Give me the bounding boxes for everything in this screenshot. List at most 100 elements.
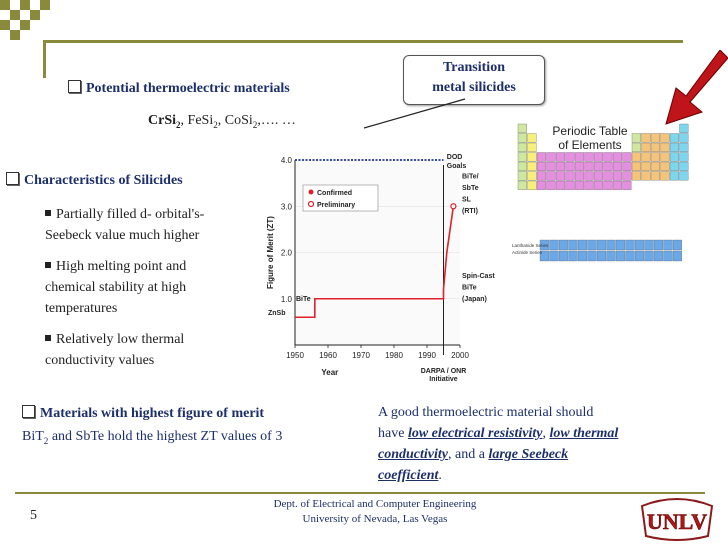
element-cell [593, 152, 603, 162]
square-bullet-icon [45, 335, 51, 341]
element-cell [517, 152, 527, 162]
square-bullet-icon [45, 262, 51, 268]
goal-label: DOD [447, 154, 463, 161]
merit-heading: Materials with highest figure of merit [22, 405, 264, 422]
element-cell [650, 142, 660, 152]
element-cell [660, 152, 670, 162]
x-tick-label: 1960 [319, 351, 337, 360]
callout-pointer [363, 98, 466, 129]
element-cell [568, 239, 578, 251]
element-cell [546, 180, 556, 190]
element-cell [679, 161, 689, 171]
element-cell [612, 180, 622, 190]
x-tick-label: 1970 [352, 351, 370, 360]
element-cell [663, 239, 673, 251]
element-cell [584, 161, 594, 171]
materials-list: CrSi2, FeSi2, CoSi2,…. … [148, 113, 296, 130]
element-cell [539, 250, 549, 262]
element-cell [584, 171, 594, 181]
element-cell [644, 250, 654, 262]
element-cell [574, 171, 584, 181]
chart-annotation: BiTe [462, 285, 477, 292]
element-cell [631, 161, 641, 171]
element-cell [555, 171, 565, 181]
element-cell [653, 250, 663, 262]
element-cell [593, 161, 603, 171]
y-axis-label: Figure of Merit (ZT) [266, 216, 275, 289]
footer-rule [15, 492, 705, 494]
element-cell [615, 250, 625, 262]
y-tick-label: 4.0 [281, 156, 293, 165]
element-cell [660, 142, 670, 152]
checkbox-bullet-icon [6, 172, 19, 185]
chart-annotation: BiTe/ [462, 174, 479, 181]
series-line-preliminary [442, 206, 455, 290]
element-cell [631, 133, 641, 143]
element-cell [622, 161, 632, 171]
bullet-item: Relatively low thermal conductivity value… [45, 332, 185, 368]
element-cell [584, 152, 594, 162]
element-cell [603, 180, 613, 190]
element-cell [625, 239, 635, 251]
element-cell [587, 239, 597, 251]
chart-annotation: (Japan) [462, 296, 487, 303]
x-tick-label: 1990 [418, 351, 436, 360]
element-cell [612, 171, 622, 181]
element-cell [517, 133, 527, 143]
element-cell [603, 152, 613, 162]
element-cell [574, 180, 584, 190]
element-cell [527, 180, 537, 190]
element-cell [679, 133, 689, 143]
element-cell [596, 250, 606, 262]
y-tick-label: 3.0 [281, 202, 293, 211]
svg-text:UNLV: UNLV [647, 509, 707, 534]
element-cell [679, 171, 689, 181]
left-rule [43, 40, 46, 78]
periodic-table-grid [517, 123, 689, 262]
corner-decoration [0, 0, 90, 40]
x-tick-label: 1980 [385, 351, 403, 360]
periodic-table-title: Periodic Table of Elements [552, 124, 628, 152]
legend-box [302, 184, 379, 212]
element-cell [527, 133, 537, 143]
initiative-label: Initiative [429, 376, 458, 383]
element-cell [565, 180, 575, 190]
zt-chart: 1.0 2.0 3.0 4.0 1950 1960 1970 1980 1990 2000 Figu… [266, 154, 495, 383]
checkbox-bullet-icon [68, 80, 81, 93]
element-cell [663, 250, 673, 262]
red-arrow-icon [665, 50, 728, 125]
legend-label: Confirmed [317, 190, 352, 197]
chart-annotation: SL [462, 197, 472, 204]
element-cell [650, 152, 660, 162]
element-cell [593, 180, 603, 190]
element-cell [644, 239, 654, 251]
potential-heading: Potential thermoelectric materials [68, 80, 290, 97]
page-number: 5 [30, 508, 37, 523]
y-tick-label: 1.0 [281, 295, 293, 304]
element-cell [641, 152, 651, 162]
bullet-item: High melting point and chemical stability… [45, 259, 187, 316]
element-cell [593, 171, 603, 181]
chart-annotation: Spin-Cast [462, 273, 495, 280]
square-bullet-icon [45, 210, 51, 216]
element-cell [679, 142, 689, 152]
element-cell [622, 171, 632, 181]
element-cell [634, 250, 644, 262]
characteristics-heading: Characteristics of Silicides [6, 172, 183, 189]
element-cell [660, 171, 670, 181]
element-cell [555, 161, 565, 171]
chart-annotation: ZnSb [268, 310, 286, 317]
element-cell [527, 161, 537, 171]
top-rule [43, 40, 683, 43]
element-cell [622, 152, 632, 162]
element-cell [612, 161, 622, 171]
element-cell [517, 180, 527, 190]
element-cell [660, 161, 670, 171]
element-cell [587, 250, 597, 262]
element-cell [584, 180, 594, 190]
element-cell [641, 161, 651, 171]
chart-annotation: SbTe [462, 185, 479, 192]
element-cell [679, 123, 689, 133]
element-cell [653, 239, 663, 251]
element-cell [527, 171, 537, 181]
